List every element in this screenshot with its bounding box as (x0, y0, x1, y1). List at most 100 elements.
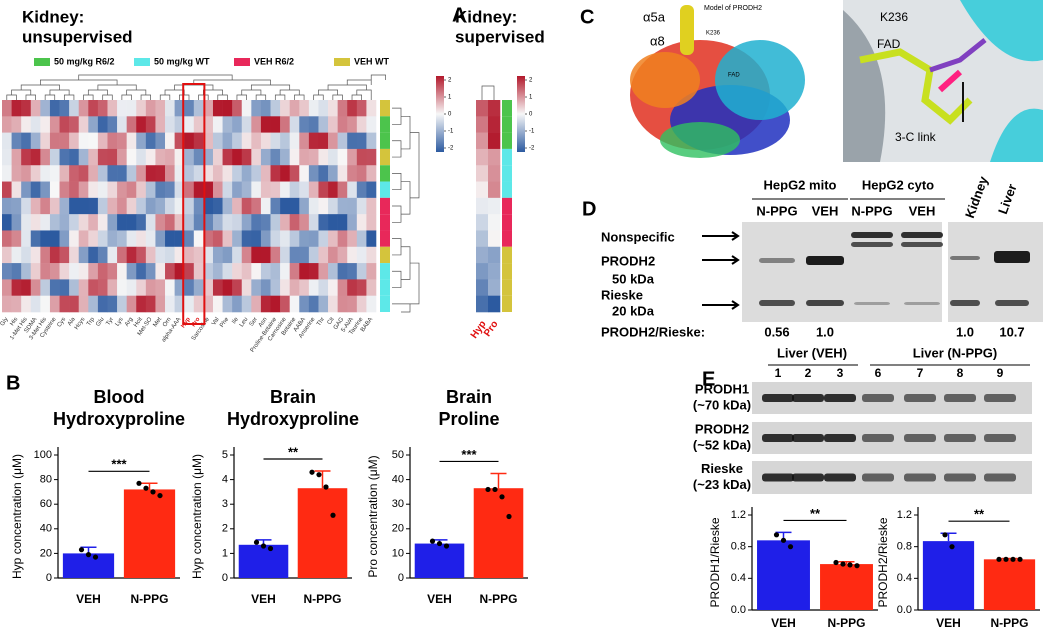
chart-title: Brain (270, 387, 316, 407)
heatmap-cell (136, 181, 147, 199)
structure-label: K236 (706, 31, 721, 37)
blot-band (824, 394, 856, 402)
heatmap-cell (366, 279, 377, 296)
heatmap-cell (30, 263, 41, 280)
heatmap-cell (155, 214, 166, 231)
group-bar (380, 197, 390, 215)
heatmap-cell (193, 197, 204, 215)
structure-label: 3-C link (895, 130, 937, 144)
heatmap-cell (69, 100, 80, 117)
heatmap-cell (366, 116, 377, 133)
heatmap-cell (232, 181, 243, 199)
dendrogram (250, 84, 291, 90)
heatmap-cell (193, 100, 204, 117)
heatmap-cell (78, 132, 89, 150)
data-point (309, 469, 315, 475)
heatmap-cell (97, 214, 108, 231)
heatmap-cell (328, 132, 338, 150)
highlight-box (182, 83, 206, 325)
heatmap-cell (88, 279, 99, 296)
group-bar (380, 214, 390, 231)
heatmap-cell (49, 214, 60, 231)
heatmap-cell (97, 181, 108, 199)
dendrogram (236, 94, 247, 100)
dendrogram (274, 94, 286, 100)
data-point (443, 543, 450, 549)
heatmap-cell (337, 132, 348, 150)
heatmap-cell (318, 100, 329, 117)
heatmap-cell (476, 263, 489, 280)
heatmap-cell (193, 246, 204, 264)
heatmap-cell (356, 181, 367, 199)
heatmap-cell (30, 295, 41, 313)
metabolite-label: Glu (95, 317, 105, 328)
heatmap-cell (280, 263, 290, 280)
heatmap-cell (117, 100, 127, 117)
data-point (854, 563, 860, 569)
blot-band (862, 434, 894, 442)
blot-band (824, 473, 856, 482)
heatmap-cell (145, 246, 156, 264)
heatmap-cell (488, 165, 501, 182)
heatmap-cell (2, 181, 12, 199)
heatmap-cell (107, 246, 118, 264)
heatmap-cell (21, 181, 32, 199)
metabolite-label: Asn (258, 317, 269, 329)
dendrogram (255, 94, 267, 100)
heatmap-cell (88, 132, 99, 150)
dendrogram (313, 94, 324, 100)
heatmap-cell (222, 214, 233, 231)
heatmap-cell (488, 181, 501, 199)
data-point (150, 489, 156, 495)
dendrogram (401, 181, 411, 215)
y-tick-label: 4 (222, 474, 228, 486)
heatmap-cell (145, 132, 156, 150)
heatmap-cell (222, 246, 233, 264)
significance: ** (810, 506, 821, 521)
heatmap-cell (174, 116, 185, 133)
heatmap-cell (155, 148, 166, 166)
y-tick-label: 0.4 (897, 572, 912, 584)
dendrogram (279, 89, 300, 95)
heatmap-cell (59, 263, 70, 280)
heatmap-cell (59, 246, 70, 264)
heatmap-cell (2, 246, 12, 264)
heatmap-cell (40, 132, 51, 150)
y-tick-label: 0.4 (731, 572, 746, 584)
blot-band (984, 473, 1016, 482)
heatmap-cell (212, 263, 223, 280)
heatmap-cell (126, 100, 137, 117)
heatmap-cell (155, 197, 166, 215)
dendrogram (392, 107, 402, 125)
heatmap-cell (155, 181, 166, 199)
heatmap-cell (69, 279, 80, 296)
blot-band (984, 434, 1016, 442)
heatmap-cell (251, 116, 262, 133)
heatmap-cell (289, 132, 300, 150)
dendrogram (6, 94, 17, 100)
heatmap-cell (356, 197, 367, 215)
blot-band (904, 434, 936, 442)
group-bar (380, 230, 390, 247)
heatmap-cell (318, 246, 329, 264)
group-bar (380, 165, 390, 182)
y-axis-label: PRODH2/Rieske (876, 517, 890, 607)
x-tick-label: N-PPG (990, 616, 1028, 628)
heatmap-cell (88, 263, 99, 280)
dendrogram (63, 94, 75, 100)
blot-band (984, 394, 1016, 402)
heatmap-cell (212, 214, 223, 231)
heatmap-cell (126, 148, 137, 166)
heatmap-cell (366, 132, 377, 150)
heatmap-cell (174, 230, 185, 248)
heatmap-cell (203, 279, 214, 296)
heatmap-cell (476, 132, 489, 150)
heatmap-cell (318, 279, 329, 296)
ratio-value: 1.0 (816, 324, 834, 339)
heatmap-cell (337, 246, 348, 264)
heatmap-cell (97, 263, 108, 280)
heatmap-cell (165, 246, 175, 264)
error-bar (141, 482, 158, 490)
lane-label: VEH (812, 203, 839, 218)
